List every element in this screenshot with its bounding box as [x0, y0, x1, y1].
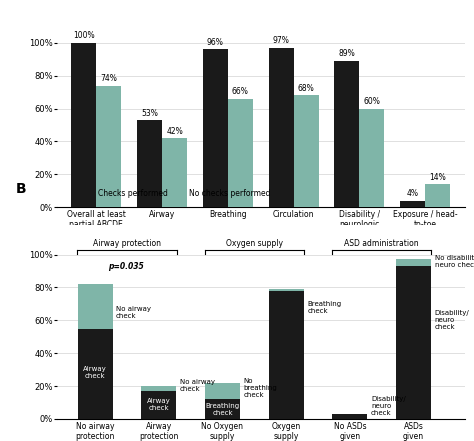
Text: 14%: 14%: [429, 173, 446, 182]
Text: 4%: 4%: [407, 189, 419, 198]
Bar: [396, 259, 431, 266]
Text: No
breathing
check: No breathing check: [244, 377, 277, 398]
Bar: [141, 386, 176, 391]
Text: Airway
check: Airway check: [147, 399, 171, 411]
Text: 53%: 53%: [141, 108, 158, 118]
Bar: [203, 49, 228, 207]
Bar: [141, 391, 176, 419]
Bar: [396, 266, 431, 419]
Bar: [269, 289, 304, 291]
Text: No airway
check: No airway check: [116, 306, 151, 318]
Text: 97%: 97%: [273, 36, 290, 45]
Text: Breathing
check: Breathing check: [307, 301, 341, 314]
Text: 66%: 66%: [232, 87, 249, 96]
Bar: [425, 184, 450, 207]
Text: 89%: 89%: [338, 49, 355, 59]
Bar: [205, 383, 240, 399]
Bar: [162, 138, 187, 207]
Text: ASD administration: ASD administration: [345, 239, 419, 248]
Text: 100%: 100%: [73, 31, 95, 41]
Bar: [78, 284, 113, 329]
Bar: [334, 61, 359, 207]
Bar: [269, 48, 293, 207]
Text: Airway protection: Airway protection: [93, 239, 161, 248]
Bar: [269, 291, 304, 419]
Text: B: B: [16, 182, 27, 196]
Text: No airway
check: No airway check: [180, 379, 215, 392]
Bar: [96, 86, 121, 207]
Bar: [72, 43, 96, 207]
Bar: [78, 329, 113, 419]
Text: No disability/
neuro check: No disability/ neuro check: [435, 254, 474, 268]
Text: 68%: 68%: [298, 84, 314, 93]
Text: Oxygen supply: Oxygen supply: [226, 239, 283, 248]
Legend: Checks performed, No checks performed: Checks performed, No checks performed: [81, 186, 273, 201]
Text: Breathing
check: Breathing check: [205, 403, 239, 415]
Bar: [332, 414, 367, 419]
Text: 42%: 42%: [166, 127, 183, 136]
Bar: [137, 120, 162, 207]
Text: 96%: 96%: [207, 38, 224, 47]
Bar: [359, 108, 384, 207]
Text: Airway
check: Airway check: [83, 366, 107, 379]
Bar: [293, 95, 319, 207]
Bar: [228, 99, 253, 207]
Text: Disability/
neuro
check: Disability/ neuro check: [371, 396, 406, 416]
Text: 60%: 60%: [364, 97, 380, 106]
Text: 74%: 74%: [100, 74, 117, 83]
Bar: [205, 399, 240, 419]
Text: Disability/
neuro
check: Disability/ neuro check: [435, 310, 469, 330]
Bar: [400, 201, 425, 207]
Text: p=0.035: p=0.035: [108, 262, 144, 271]
